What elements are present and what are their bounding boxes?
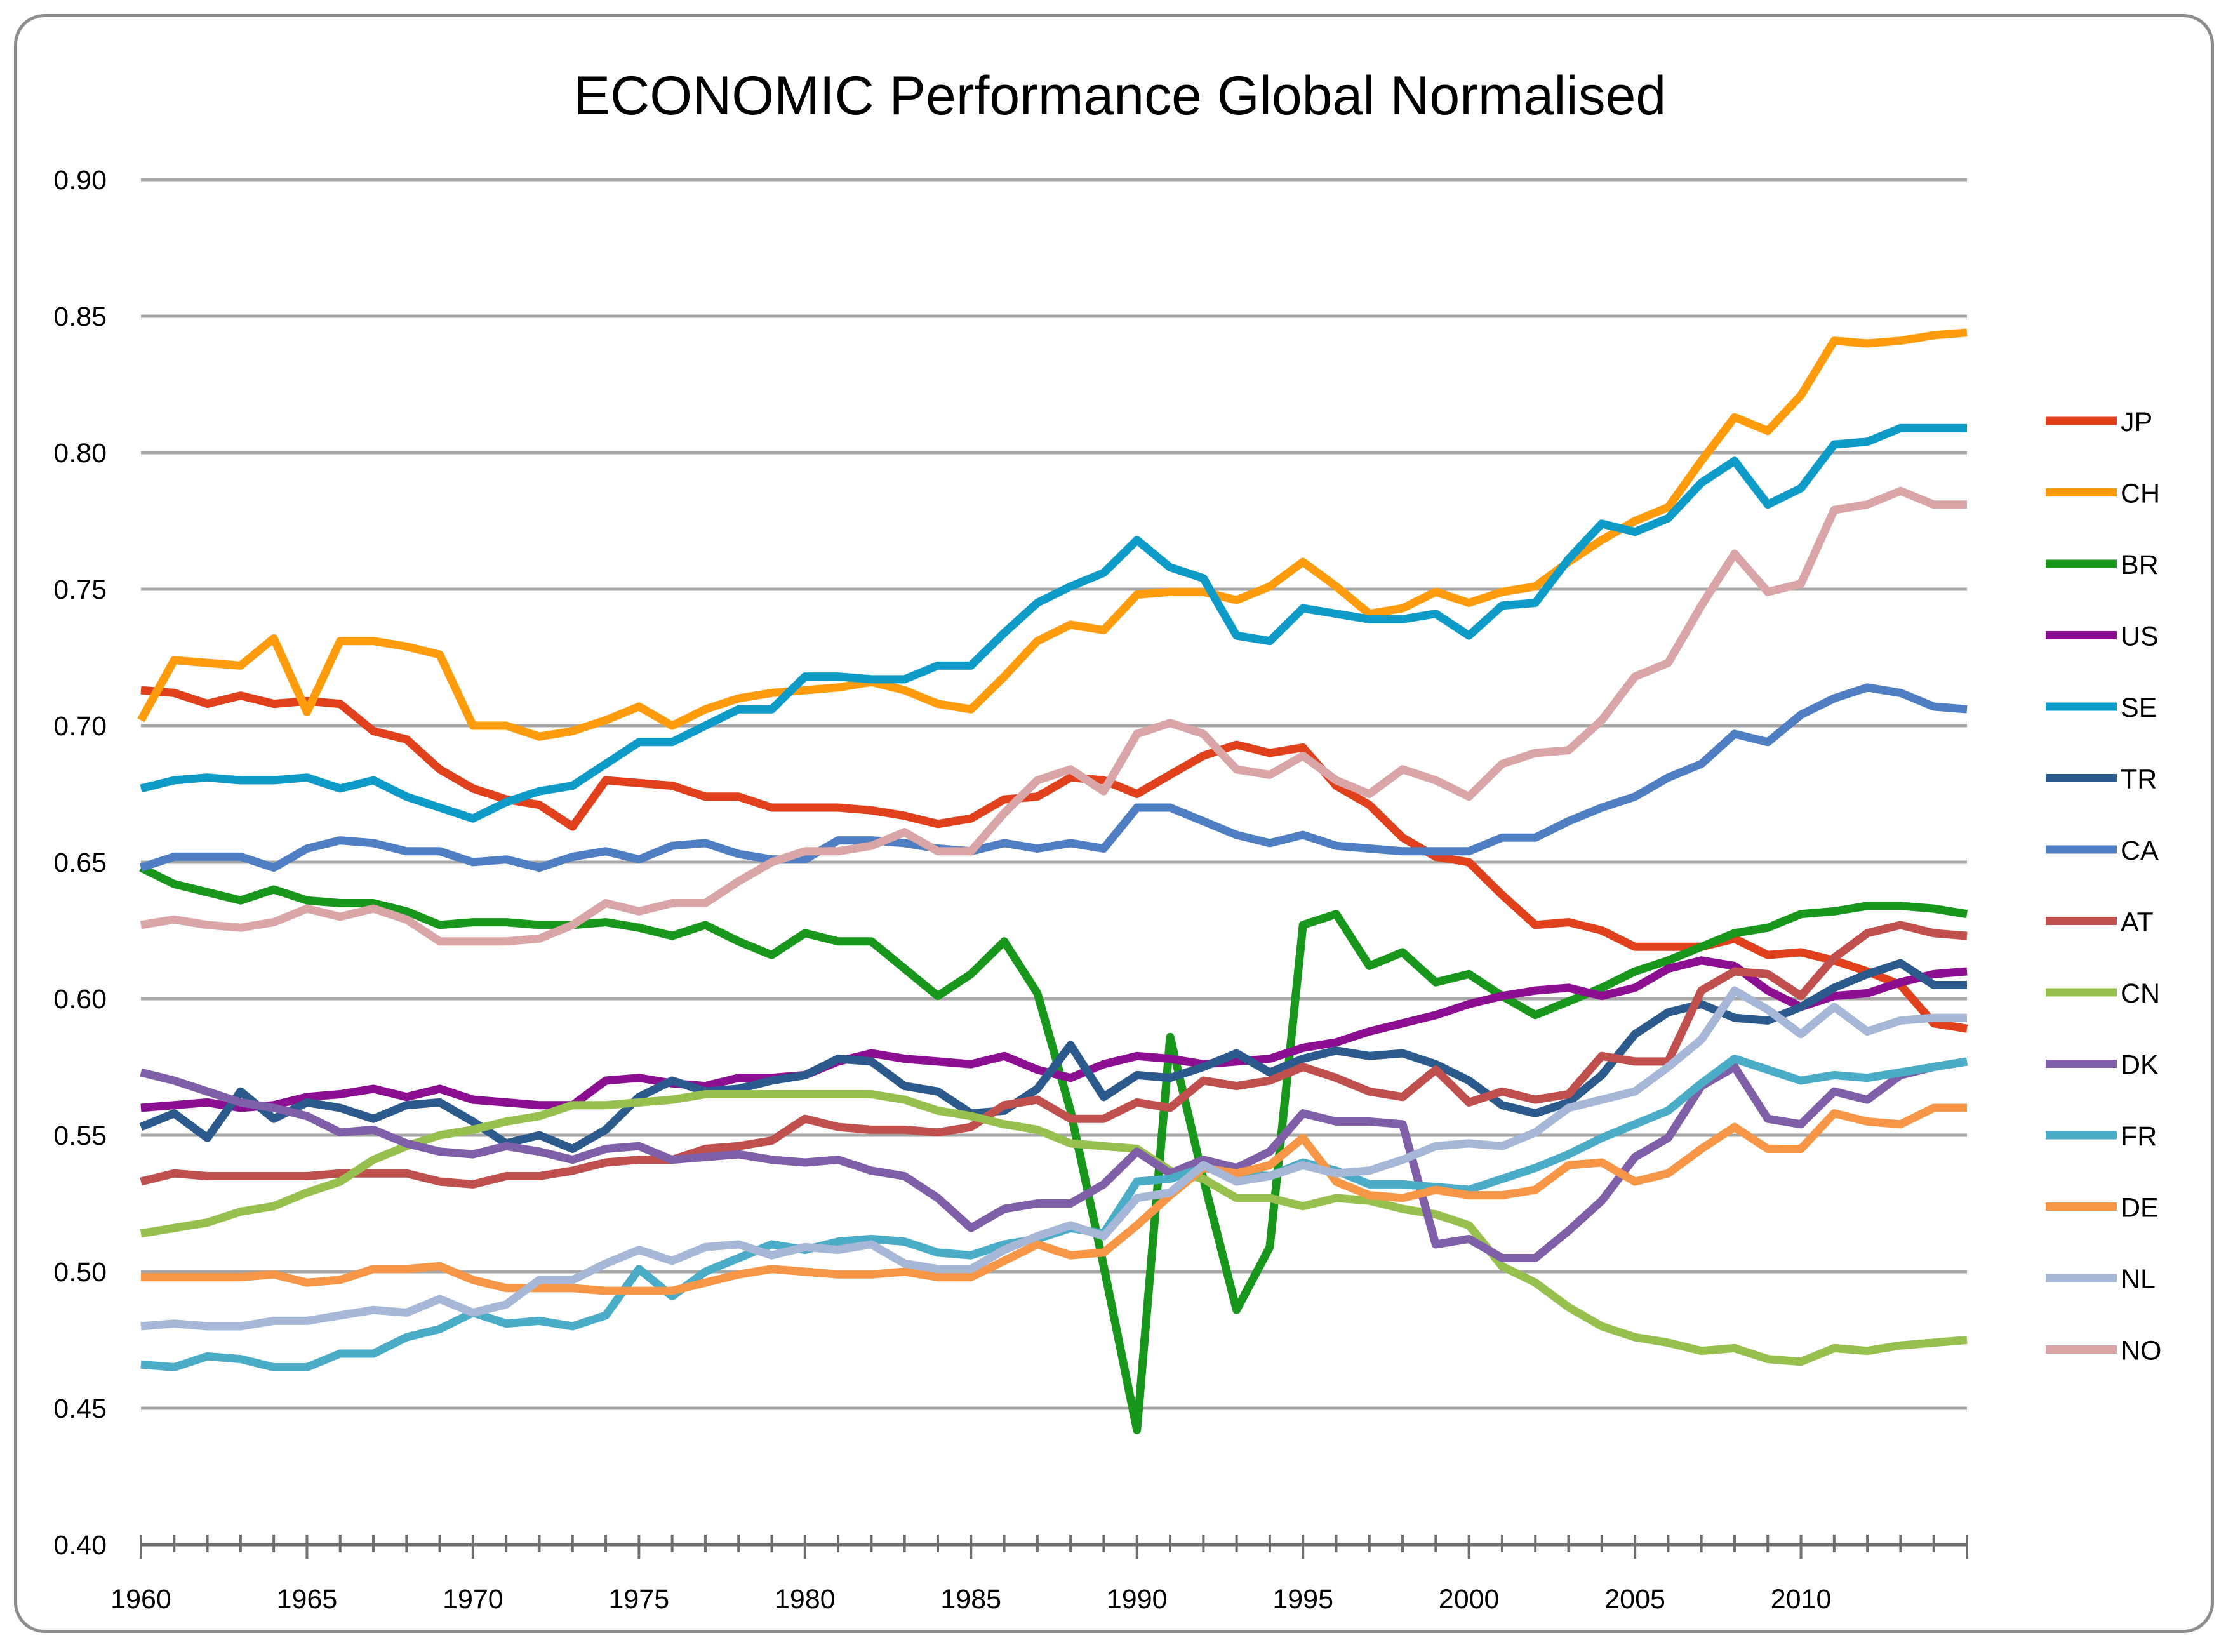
legend-label-at: AT	[2121, 907, 2154, 938]
series-line-de	[141, 1103, 1967, 1295]
y-tick-label: 0.90	[53, 165, 107, 196]
legend-label-cn: CN	[2121, 978, 2160, 1009]
legend-label-br: BR	[2121, 550, 2159, 580]
y-tick-label: 0.60	[53, 984, 107, 1015]
series-line-se	[140, 423, 1967, 823]
x-tick-label: 1970	[443, 1584, 503, 1615]
axes: 0.40 0.45 0.50 0.55 0.60 0.65 0.70 0.75 0.80 0.85…	[53, 165, 1968, 1615]
chart-frame	[14, 14, 2214, 1633]
legend-label-se: SE	[2121, 693, 2157, 723]
x-tick-label: 1960	[110, 1584, 171, 1615]
legend-label-jp: JP	[2121, 407, 2152, 437]
series-line-jp	[140, 686, 1968, 1033]
legend-label-fr: FR	[2121, 1121, 2157, 1152]
series-line-dk	[140, 1057, 1968, 1262]
series-line-at	[140, 921, 1968, 1189]
grid-lines	[141, 178, 1967, 1410]
series-line-tr	[139, 959, 1967, 1153]
x-tick-label: 1990	[1107, 1584, 1168, 1615]
series-line-no	[140, 486, 1967, 946]
x-tick-label: 2010	[1771, 1584, 1832, 1615]
legend: JP CH BR US SE TR CA AT CN DK FR DE NL NO	[2046, 407, 2162, 1366]
legend-label-nl: NL	[2121, 1264, 2156, 1295]
series-line-nl	[140, 986, 1967, 1331]
series-line-ca	[139, 683, 1968, 872]
x-tick-label: 1965	[277, 1584, 338, 1615]
x-tick-label: 1975	[609, 1584, 670, 1615]
series-lines	[137, 328, 1968, 1434]
y-tick-label: 0.85	[53, 302, 107, 332]
y-tick-label: 0.80	[53, 438, 107, 469]
y-tick-label: 0.55	[53, 1121, 107, 1151]
y-tick-label: 0.65	[53, 848, 107, 878]
legend-label-ca: CA	[2121, 836, 2159, 866]
y-tick-label: 0.75	[53, 575, 107, 605]
legend-label-ch: CH	[2121, 479, 2160, 509]
x-tick-label: 1980	[775, 1584, 836, 1615]
series-line-br	[139, 863, 1968, 1434]
legend-label-tr: TR	[2121, 764, 2157, 795]
series-line-cn	[140, 1090, 1968, 1366]
y-tick-label: 0.40	[53, 1530, 107, 1561]
x-tick-label: 1995	[1272, 1584, 1333, 1615]
legend-label-de: DE	[2121, 1193, 2159, 1223]
legend-label-dk: DK	[2121, 1050, 2159, 1081]
y-tick-label: 0.45	[53, 1394, 107, 1424]
y-tick-label: 0.50	[53, 1257, 107, 1288]
series-line-ch	[137, 328, 1968, 741]
legend-label-us: US	[2121, 622, 2159, 652]
x-tick-label: 1985	[940, 1584, 1001, 1615]
x-tick-label: 2000	[1439, 1584, 1500, 1615]
y-tick-label: 0.70	[53, 711, 107, 742]
legend-label-no: NO	[2121, 1336, 2162, 1366]
chart-title: ECONOMIC Performance Global Normalised	[574, 65, 1667, 126]
x-tick-label: 2005	[1604, 1584, 1665, 1615]
